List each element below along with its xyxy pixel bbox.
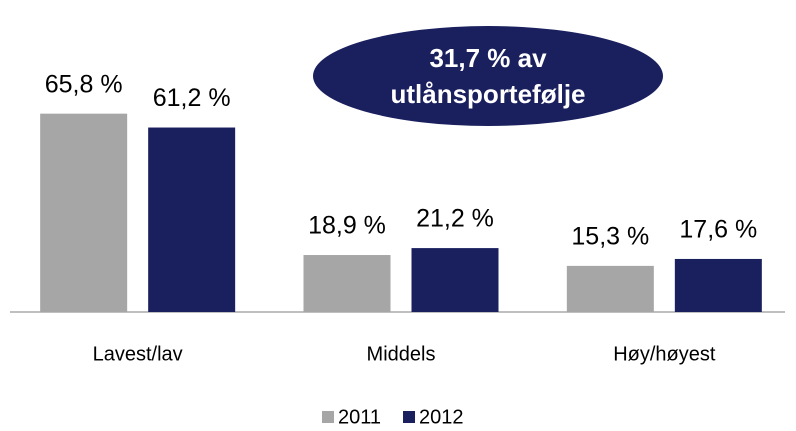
value-label: 18,9 %	[308, 212, 386, 240]
bar	[411, 248, 499, 312]
bar	[303, 255, 391, 312]
x-tick-label: Middels	[367, 343, 436, 365]
value-label: 65,8 %	[45, 70, 123, 98]
bar	[40, 113, 128, 312]
legend-label: 2011	[338, 406, 381, 428]
annotation-line: 31,7 % av	[429, 43, 547, 73]
legend-swatch	[403, 411, 416, 423]
annotation-bubble	[313, 26, 663, 126]
x-tick-label: Lavest/lav	[93, 343, 183, 365]
bar	[148, 127, 236, 312]
value-label: 61,2 %	[153, 84, 231, 112]
legend-swatch	[322, 411, 334, 423]
value-label: 21,2 %	[416, 205, 494, 233]
x-tick-label: Høy/høyest	[613, 343, 716, 365]
bar	[674, 258, 762, 312]
value-label: 15,3 %	[571, 222, 649, 250]
legend-label: 2012	[419, 406, 464, 428]
bar	[566, 265, 654, 312]
annotation-line: utlånsportefølje	[390, 79, 585, 109]
value-label: 17,6 %	[679, 216, 757, 244]
